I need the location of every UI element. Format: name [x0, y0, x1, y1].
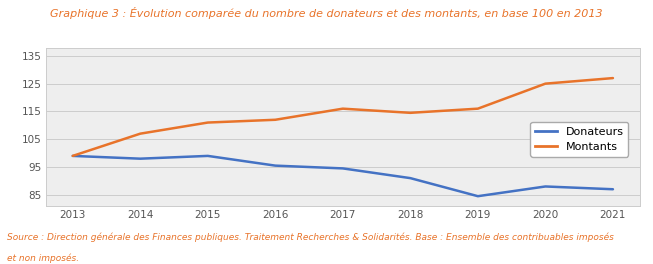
Legend: Donateurs, Montants: Donateurs, Montants [530, 122, 628, 157]
Text: et non imposés.: et non imposés. [7, 253, 78, 263]
Text: Graphique 3 : Évolution comparée du nombre de donateurs et des montants, en base: Graphique 3 : Évolution comparée du nomb… [50, 7, 603, 18]
Text: Source : Direction générale des Finances publiques. Traitement Recherches & Soli: Source : Direction générale des Finances… [7, 232, 613, 242]
